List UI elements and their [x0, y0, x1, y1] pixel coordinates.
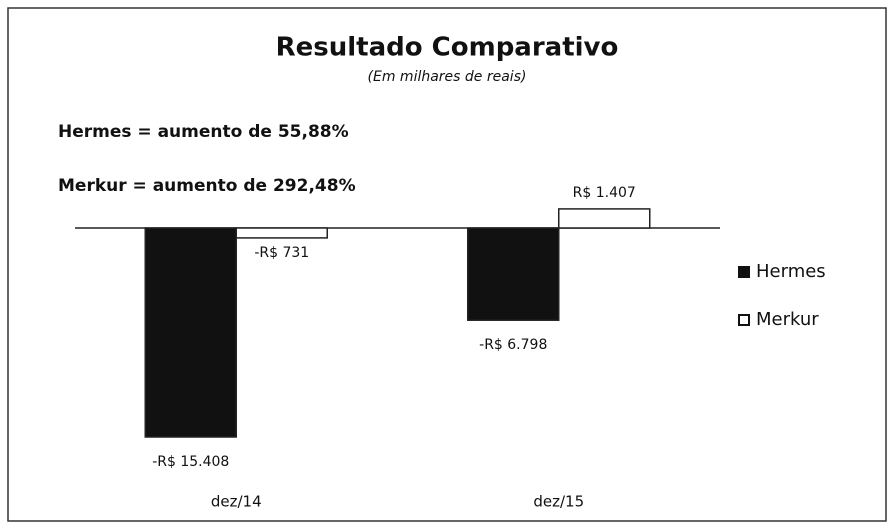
data-label: -R$ 6.798 — [479, 337, 547, 353]
legend-swatch — [738, 266, 750, 278]
legend-label: Hermes — [756, 261, 826, 282]
data-label: -R$ 731 — [254, 245, 309, 261]
annotation: Hermes = aumento de 55,88% — [58, 122, 349, 142]
legend-label: Merkur — [756, 309, 819, 330]
x-tick-label: dez/14 — [211, 493, 262, 511]
bar — [467, 227, 560, 321]
bar — [235, 227, 328, 239]
chart-subtitle: (Em milhares de reais) — [368, 69, 527, 85]
legend-swatch — [738, 314, 750, 326]
annotation: Merkur = aumento de 292,48% — [58, 176, 356, 196]
data-label: R$ 1.407 — [573, 185, 636, 201]
x-tick-label: dez/15 — [533, 493, 584, 511]
data-label: -R$ 15.408 — [152, 454, 229, 470]
bar — [558, 208, 651, 229]
bar — [144, 227, 237, 438]
chart-title: Resultado Comparativo — [276, 33, 619, 63]
